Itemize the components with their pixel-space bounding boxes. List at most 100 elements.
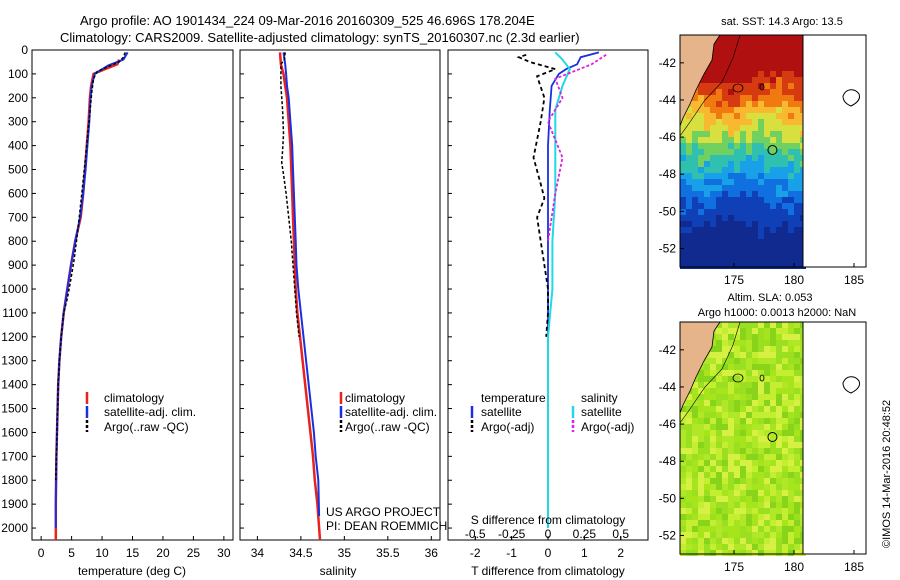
map-cell bbox=[710, 167, 716, 173]
map-cell bbox=[710, 137, 716, 143]
map-cell bbox=[722, 191, 728, 197]
map-cell bbox=[734, 137, 740, 143]
map-cell bbox=[722, 251, 728, 257]
map-cell bbox=[758, 257, 764, 263]
map-cell bbox=[692, 191, 698, 197]
map-cell bbox=[776, 221, 782, 227]
map-cell bbox=[734, 65, 740, 71]
map-cell bbox=[710, 221, 716, 227]
map-cell bbox=[758, 83, 764, 89]
map-cell bbox=[680, 173, 686, 179]
map-cell bbox=[764, 107, 770, 113]
map-y-tick-label: -44 bbox=[659, 380, 677, 394]
map-cell bbox=[692, 424, 698, 430]
map-cell bbox=[770, 41, 776, 47]
map-cell bbox=[746, 59, 752, 65]
x-tick-label: 34.5 bbox=[289, 546, 313, 560]
map-cell bbox=[794, 364, 800, 370]
map-cell bbox=[758, 448, 764, 454]
map-cell bbox=[794, 490, 800, 496]
map-cell bbox=[704, 251, 710, 257]
map-cell bbox=[710, 412, 716, 418]
map-cell bbox=[746, 125, 752, 131]
map-cell bbox=[704, 490, 710, 496]
map-cell bbox=[752, 257, 758, 263]
map-cell bbox=[788, 125, 794, 131]
map-cell bbox=[770, 53, 776, 59]
map-cell bbox=[716, 107, 722, 113]
map-cell bbox=[704, 155, 710, 161]
series-line-temperature-argo bbox=[516, 53, 559, 337]
map-cell bbox=[764, 406, 770, 412]
map-cell bbox=[686, 221, 692, 227]
map-cell bbox=[770, 149, 776, 155]
map-cell bbox=[722, 460, 728, 466]
map-cell bbox=[722, 454, 728, 460]
map-cell bbox=[710, 245, 716, 251]
map-cell bbox=[692, 137, 698, 143]
map-y-tick-label: -46 bbox=[659, 130, 677, 144]
map-cell bbox=[764, 544, 770, 550]
map-cell bbox=[698, 472, 704, 478]
map-cell bbox=[734, 532, 740, 538]
map-cell bbox=[734, 412, 740, 418]
map-cell bbox=[740, 89, 746, 95]
map-cell bbox=[752, 400, 758, 406]
map-cell bbox=[764, 257, 770, 263]
map-cell bbox=[746, 370, 752, 376]
map-cell bbox=[728, 496, 734, 502]
map-cell bbox=[728, 520, 734, 526]
map-cell bbox=[728, 65, 734, 71]
legend-label-t-argo: Argo(-adj) bbox=[481, 420, 534, 434]
map-y-tick-label: -46 bbox=[659, 417, 677, 431]
map-cell bbox=[716, 197, 722, 203]
map-cell bbox=[746, 191, 752, 197]
x-tick-label: 2 bbox=[617, 546, 624, 560]
map-y-tick-label: -48 bbox=[659, 167, 677, 181]
map-cell bbox=[752, 233, 758, 239]
map-cell bbox=[716, 149, 722, 155]
map-cell bbox=[710, 496, 716, 502]
sst-island-icon bbox=[842, 89, 860, 107]
map-cell bbox=[686, 137, 692, 143]
map-cell bbox=[704, 215, 710, 221]
map-cell bbox=[740, 520, 746, 526]
map-cell bbox=[788, 191, 794, 197]
map-cell bbox=[788, 454, 794, 460]
map-cell bbox=[710, 466, 716, 472]
map-cell bbox=[704, 508, 710, 514]
map-cell bbox=[770, 472, 776, 478]
map-cell bbox=[728, 197, 734, 203]
map-cell bbox=[746, 227, 752, 233]
map-cell bbox=[710, 143, 716, 149]
map-cell bbox=[788, 400, 794, 406]
map-cell bbox=[704, 550, 710, 556]
map-cell bbox=[692, 484, 698, 490]
salinity-legend: climatology satellite-adj. clim. Argo(..… bbox=[339, 391, 437, 434]
series-line-salinity-satellite bbox=[547, 51, 571, 528]
map-cell bbox=[758, 394, 764, 400]
map-cell bbox=[752, 173, 758, 179]
map-cell bbox=[740, 388, 746, 394]
map-cell bbox=[764, 143, 770, 149]
map-cell bbox=[794, 328, 800, 334]
map-cell bbox=[782, 239, 788, 245]
map-cell bbox=[794, 394, 800, 400]
map-cell bbox=[728, 161, 734, 167]
map-cell bbox=[728, 245, 734, 251]
map-cell bbox=[788, 418, 794, 424]
map-cell bbox=[764, 334, 770, 340]
map-cell bbox=[740, 53, 746, 59]
map-cell bbox=[776, 508, 782, 514]
map-cell bbox=[758, 47, 764, 53]
map-cell bbox=[776, 197, 782, 203]
map-cell bbox=[770, 119, 776, 125]
map-cell bbox=[752, 191, 758, 197]
map-cell bbox=[740, 119, 746, 125]
map-cell bbox=[680, 424, 686, 430]
map-cell bbox=[758, 454, 764, 460]
map-cell bbox=[764, 263, 770, 269]
map-cell bbox=[686, 209, 692, 215]
map-cell bbox=[746, 418, 752, 424]
map-cell bbox=[704, 71, 710, 77]
